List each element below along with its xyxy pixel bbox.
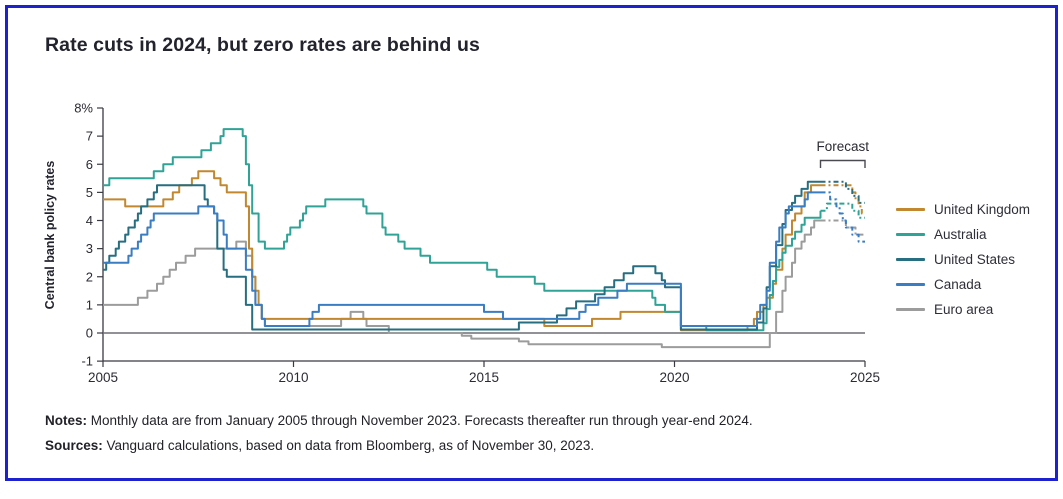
y-tick-label: 8% [74, 101, 93, 116]
legend-item-euro-area: Euro area [896, 297, 1030, 322]
notes-line: Notes: Monthly data are from January 200… [45, 408, 753, 433]
line-swatch-icon [896, 233, 925, 236]
notes-label: Notes: [45, 413, 88, 428]
forecast-line [820, 219, 865, 236]
y-tick-label: 3 [86, 241, 93, 256]
actual-line [103, 191, 821, 327]
actual-line [103, 170, 821, 332]
forecast-line [820, 191, 865, 243]
legend-label: United Kingdom [934, 202, 1031, 217]
y-tick-label: 2 [86, 269, 93, 284]
legend-label: Euro area [934, 302, 994, 317]
forecast-annotation: Forecast [817, 139, 870, 168]
y-tick-label: 1 [86, 297, 93, 312]
sources-line: Sources: Vanguard calculations, based on… [45, 433, 753, 458]
y-tick-label: 6 [86, 157, 93, 172]
chart-frame: Rate cuts in 2024, but zero rates are be… [5, 5, 1058, 481]
series-euro-area [103, 219, 865, 349]
legend-item-australia: Australia [896, 222, 1030, 247]
line-swatch-icon [896, 283, 925, 286]
legend-item-united-kingdom: United Kingdom [896, 197, 1030, 222]
legend-item-canada: Canada [896, 272, 1030, 297]
chart-footnotes: Notes: Monthly data are from January 200… [45, 408, 753, 458]
y-tick-label: -1 [81, 354, 93, 369]
y-tick-label: 7 [86, 129, 93, 144]
chart-title: Rate cuts in 2024, but zero rates are be… [45, 34, 480, 56]
series-united-states [103, 180, 865, 331]
forecast-label: Forecast [817, 139, 870, 154]
legend-item-united-states: United States [896, 247, 1030, 272]
x-tick-label: 2020 [659, 370, 689, 385]
line-swatch-icon [896, 208, 925, 211]
y-tick-label: 4 [86, 213, 93, 228]
line-swatch-icon [896, 258, 925, 261]
forecast-line [820, 180, 865, 204]
line-swatch-icon [896, 308, 925, 311]
y-tick-label: 5 [86, 185, 93, 200]
series-canada [103, 191, 865, 327]
chart-area: 8% 7 6 5 4 3 2 1 0 -1 2005 2010 2015 2020 2025 Central … [8, 8, 1063, 494]
actual-line [103, 219, 821, 349]
sources-text: Vanguard calculations, based on data fro… [102, 438, 595, 453]
legend-label: United States [934, 252, 1016, 267]
forecast-bracket [819, 159, 866, 168]
x-tick-label: 2005 [88, 370, 118, 385]
legend-label: Australia [934, 227, 987, 242]
actual-line [103, 180, 821, 331]
x-tick-label: 2015 [469, 370, 499, 385]
forecast-line [820, 202, 865, 219]
actual-line [103, 128, 822, 332]
y-axis-title: Central bank policy rates [43, 161, 57, 310]
forecast-line [820, 184, 865, 215]
x-tick-label: 2025 [850, 370, 880, 385]
chart-legend: United Kingdom Australia United States C… [896, 197, 1030, 322]
y-tick-label: 0 [86, 326, 93, 341]
sources-label: Sources: [45, 438, 103, 453]
x-tick-label: 2010 [278, 370, 308, 385]
legend-label: Canada [934, 277, 982, 292]
notes-text: Monthly data are from January 2005 throu… [87, 413, 753, 428]
